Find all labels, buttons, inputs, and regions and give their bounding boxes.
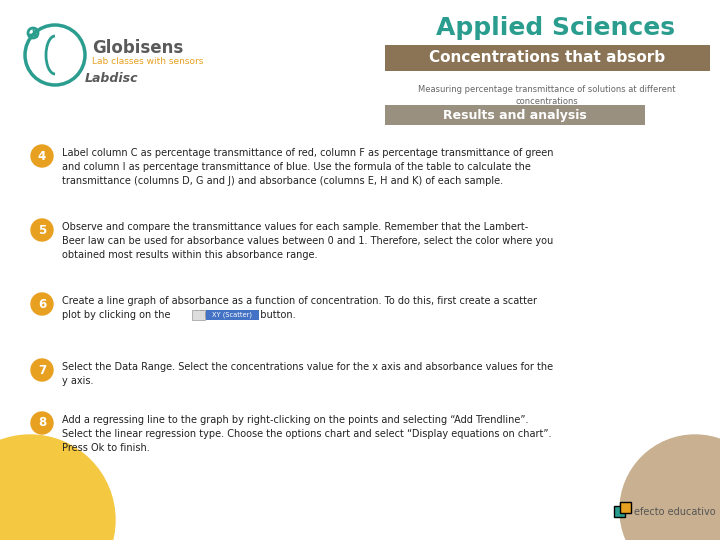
- Text: Observe and compare the transmittance values for each sample. Remember that the : Observe and compare the transmittance va…: [62, 222, 553, 260]
- Text: Create a line graph of absorbance as a function of concentration. To do this, fi: Create a line graph of absorbance as a f…: [62, 296, 537, 320]
- Text: Select the Data Range. Select the concentrations value for the x axis and absorb: Select the Data Range. Select the concen…: [62, 362, 553, 386]
- Text: Globisens: Globisens: [92, 39, 184, 57]
- Text: efecto educativo: efecto educativo: [634, 507, 716, 517]
- Circle shape: [0, 435, 115, 540]
- Text: Label column C as percentage transmittance of red, column F as percentage transm: Label column C as percentage transmittan…: [62, 148, 554, 186]
- Text: Results and analysis: Results and analysis: [443, 109, 587, 122]
- Text: Measuring percentage transmittance of solutions at different
concentrations: Measuring percentage transmittance of so…: [418, 85, 676, 106]
- Text: Applied Sciences: Applied Sciences: [436, 16, 675, 40]
- FancyBboxPatch shape: [205, 309, 258, 320]
- Circle shape: [31, 359, 53, 381]
- FancyBboxPatch shape: [385, 105, 645, 125]
- Circle shape: [31, 145, 53, 167]
- Circle shape: [31, 219, 53, 241]
- Text: 5: 5: [38, 224, 46, 237]
- Text: XY (Scatter): XY (Scatter): [212, 311, 252, 318]
- FancyBboxPatch shape: [620, 502, 631, 513]
- FancyBboxPatch shape: [614, 506, 625, 517]
- FancyBboxPatch shape: [385, 45, 710, 71]
- Text: Concentrations that absorb: Concentrations that absorb: [429, 51, 665, 65]
- Circle shape: [620, 435, 720, 540]
- Text: Add a regressing line to the graph by right-clicking on the points and selecting: Add a regressing line to the graph by ri…: [62, 415, 552, 453]
- Text: 4: 4: [38, 150, 46, 163]
- Text: Labdisc: Labdisc: [85, 71, 138, 84]
- Circle shape: [31, 293, 53, 315]
- Text: 6: 6: [38, 298, 46, 310]
- FancyBboxPatch shape: [192, 309, 204, 320]
- Text: Lab classes with sensors: Lab classes with sensors: [92, 57, 203, 66]
- Circle shape: [31, 412, 53, 434]
- Text: 7: 7: [38, 363, 46, 376]
- Text: 8: 8: [38, 416, 46, 429]
